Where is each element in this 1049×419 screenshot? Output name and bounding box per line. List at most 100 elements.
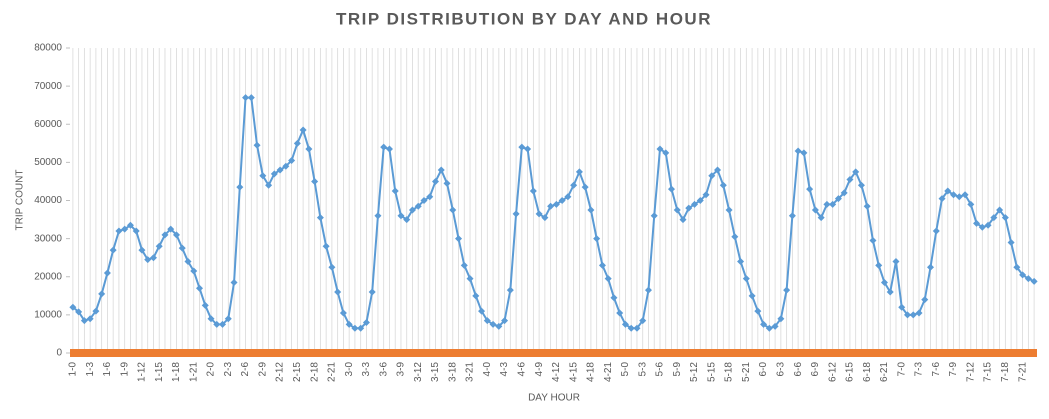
- data-point: [667, 185, 675, 193]
- y-tick-label: 70000: [34, 81, 62, 92]
- data-point: [443, 179, 451, 187]
- data-point: [265, 181, 273, 189]
- data-point: [437, 166, 445, 174]
- data-point: [541, 214, 549, 222]
- data-point: [714, 166, 722, 174]
- data-point: [552, 200, 560, 208]
- data-point: [984, 221, 992, 229]
- x-tick-label: 3-18: [447, 362, 458, 382]
- data-point: [121, 225, 129, 233]
- x-tick-label: 5-3: [637, 362, 648, 377]
- data-point: [80, 317, 88, 325]
- data-point: [927, 263, 935, 271]
- y-tick-label: 0: [56, 348, 62, 359]
- data-point: [86, 315, 94, 323]
- data-point: [172, 231, 180, 239]
- data-point: [944, 187, 952, 195]
- data-point: [167, 225, 175, 233]
- data-point: [610, 294, 618, 302]
- data-point: [362, 319, 370, 326]
- data-point: [316, 214, 324, 222]
- x-tick-label: 4-18: [586, 362, 597, 382]
- x-tick-label: 6-3: [776, 362, 787, 377]
- data-point: [259, 172, 267, 180]
- data-point: [955, 193, 963, 201]
- data-point: [328, 263, 336, 271]
- data-point: [978, 223, 986, 231]
- x-tick-label: 6-0: [758, 362, 769, 377]
- data-point: [385, 145, 393, 153]
- data-point: [144, 256, 152, 264]
- data-point: [950, 191, 958, 199]
- x-tick-label: 4-15: [568, 362, 579, 382]
- data-point: [800, 149, 808, 157]
- x-tick-label: 4-12: [551, 362, 562, 382]
- data-point: [351, 324, 359, 332]
- data-point: [345, 320, 353, 328]
- data-point: [299, 126, 307, 134]
- data-point: [305, 145, 313, 153]
- data-point: [357, 324, 365, 332]
- x-tick-label: 1-21: [188, 362, 199, 382]
- data-point: [247, 94, 255, 102]
- data-point: [564, 193, 572, 201]
- x-tick-label: 4-0: [482, 362, 493, 377]
- data-point: [777, 315, 785, 323]
- data-point: [673, 206, 681, 214]
- data-point: [570, 181, 578, 189]
- data-point: [915, 309, 923, 317]
- x-tick-label: 5-21: [741, 362, 752, 382]
- data-point: [69, 303, 77, 311]
- data-point: [213, 320, 221, 328]
- data-point: [875, 261, 883, 269]
- data-point: [414, 202, 422, 210]
- data-point: [857, 181, 865, 189]
- x-tick-label: 7-12: [965, 362, 976, 382]
- x-tick-label: 2-15: [292, 362, 303, 382]
- data-point: [161, 231, 169, 239]
- data-point: [794, 147, 802, 155]
- data-point: [408, 206, 416, 214]
- x-tick-label: 7-0: [896, 362, 907, 377]
- data-point: [662, 149, 670, 157]
- data-point: [236, 183, 244, 191]
- data-point: [938, 195, 946, 203]
- x-tick-label: 7-18: [1000, 362, 1011, 382]
- data-point: [518, 143, 526, 151]
- data-point: [754, 307, 762, 315]
- data-point: [529, 187, 537, 195]
- data-point: [207, 315, 215, 323]
- data-point: [627, 324, 635, 332]
- data-point: [230, 278, 238, 286]
- x-tick-label: 3-12: [413, 362, 424, 382]
- data-point: [742, 275, 750, 283]
- data-point: [132, 227, 140, 235]
- data-point: [178, 244, 186, 252]
- data-point: [184, 258, 192, 265]
- x-tick-label: 6-18: [862, 362, 873, 382]
- data-point: [604, 275, 612, 283]
- data-point: [1019, 271, 1027, 279]
- data-point: [961, 191, 969, 199]
- x-tick-label: 5-18: [724, 362, 735, 382]
- x-tick-label: 6-6: [793, 362, 804, 377]
- data-point: [771, 322, 779, 330]
- data-point: [339, 309, 347, 317]
- data-point: [420, 197, 428, 204]
- data-point: [1013, 263, 1021, 271]
- data-point: [374, 212, 382, 220]
- data-point: [892, 258, 900, 265]
- x-tick-label: 2-9: [257, 362, 268, 377]
- data-point: [155, 242, 163, 250]
- x-tick-label: 3-3: [361, 362, 372, 377]
- data-point: [708, 172, 716, 180]
- data-point: [788, 212, 796, 220]
- x-tick-label: 5-9: [672, 362, 683, 377]
- data-point: [886, 288, 894, 296]
- y-tick-label: 40000: [34, 195, 62, 206]
- data-point: [633, 324, 641, 332]
- y-tick-label: 20000: [34, 271, 62, 282]
- y-tick-label: 10000: [34, 310, 62, 321]
- data-point: [403, 216, 411, 224]
